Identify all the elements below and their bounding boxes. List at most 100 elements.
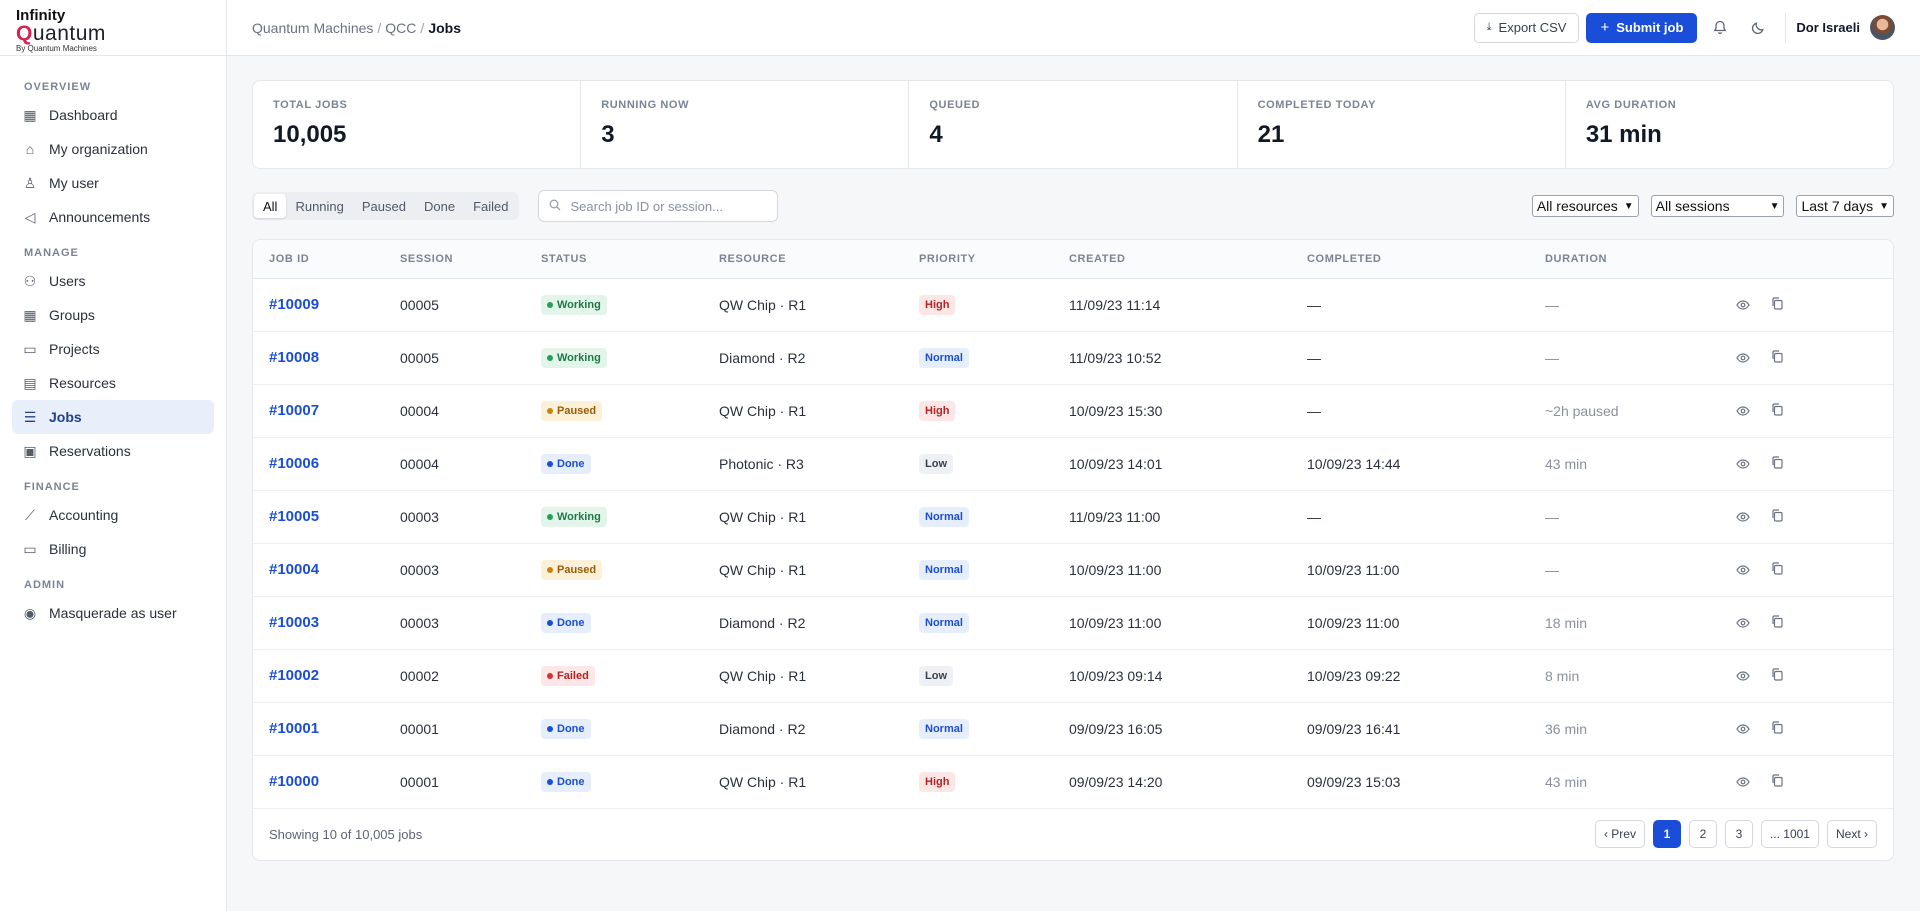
copy-icon[interactable] bbox=[1769, 296, 1785, 313]
top-header: Quantum Machines / QCC / Jobs ⤓ Export CSV + S… bbox=[227, 0, 1920, 56]
table-row[interactable]: #10001 00001 Done Diamond · R2 Normal 09/09/2… bbox=[253, 702, 1893, 756]
sidebar-item-my-organization[interactable]: ⌂ My organization bbox=[12, 132, 214, 166]
job-id-link[interactable]: #10000 bbox=[269, 773, 320, 790]
sessions-select[interactable]: All sessions ▼ bbox=[1650, 195, 1785, 217]
moon-icon[interactable] bbox=[1743, 13, 1773, 43]
status-label: Done bbox=[557, 457, 585, 470]
copy-icon[interactable] bbox=[1769, 667, 1785, 684]
sidebar-item-resources[interactable]: ▤ Resources bbox=[12, 366, 214, 400]
copy-icon[interactable] bbox=[1769, 508, 1785, 525]
eye-icon[interactable] bbox=[1735, 404, 1751, 419]
tab-paused[interactable]: Paused bbox=[361, 198, 406, 214]
session-cell: 00003 bbox=[400, 543, 541, 597]
priority-cell: Normal bbox=[919, 702, 1069, 756]
eye-icon[interactable] bbox=[1735, 510, 1751, 525]
priority-cell: High bbox=[919, 384, 1069, 438]
status-cell: Working bbox=[541, 278, 719, 332]
breadcrumb-qcc[interactable]: QCC bbox=[385, 19, 417, 36]
copy-icon[interactable] bbox=[1769, 349, 1785, 366]
copy-icon[interactable] bbox=[1769, 614, 1785, 631]
user-name[interactable]: Dor Israeli bbox=[1796, 20, 1860, 35]
job-id-link[interactable]: #10009 bbox=[269, 296, 320, 313]
job-id-link[interactable]: #10006 bbox=[269, 455, 320, 472]
breadcrumb-org[interactable]: Quantum Machines bbox=[252, 19, 374, 36]
page-button-next[interactable]: Next › bbox=[1826, 820, 1877, 848]
eye-icon[interactable] bbox=[1735, 351, 1751, 366]
job-id-link[interactable]: #10001 bbox=[269, 720, 320, 737]
resource-cell: Photonic · R3 bbox=[719, 437, 919, 491]
sidebar-item-jobs[interactable]: ☰ Jobs bbox=[12, 400, 214, 434]
table-row[interactable]: #10002 00002 Failed QW Chip · R1 Low 10/09/23… bbox=[253, 649, 1893, 703]
copy-icon[interactable] bbox=[1769, 455, 1785, 472]
submit-job-button[interactable]: + Submit job bbox=[1586, 12, 1698, 43]
table-row[interactable]: #10006 00004 Done Photonic · R3 Low 10/09/23 … bbox=[253, 437, 1893, 491]
bell-icon[interactable] bbox=[1705, 13, 1735, 43]
eye-icon[interactable] bbox=[1735, 775, 1751, 790]
copy-icon[interactable] bbox=[1769, 720, 1785, 737]
status-cell: Done bbox=[541, 437, 719, 491]
tab-failed[interactable]: Failed bbox=[473, 198, 509, 214]
sidebar-item-billing[interactable]: ▭ Billing bbox=[12, 532, 214, 566]
job-id-link[interactable]: #10002 bbox=[269, 667, 320, 684]
tab-all[interactable]: All bbox=[254, 194, 287, 218]
column-header-job-id[interactable]: JOB ID bbox=[253, 240, 400, 279]
job-id-link[interactable]: #10007 bbox=[269, 402, 320, 419]
copy-icon[interactable] bbox=[1769, 773, 1785, 790]
page-button-3[interactable]: 3 bbox=[1724, 820, 1753, 848]
status-badge: Paused bbox=[541, 400, 603, 421]
job-id-link[interactable]: #10003 bbox=[269, 614, 320, 631]
tab-done[interactable]: Done bbox=[423, 198, 456, 214]
sidebar-item-projects[interactable]: ▭ Projects bbox=[12, 332, 214, 366]
sidebar-item-groups[interactable]: ▦ Groups bbox=[12, 298, 214, 332]
search-input[interactable] bbox=[570, 198, 751, 214]
search-box[interactable] bbox=[538, 190, 779, 222]
tab-running[interactable]: Running bbox=[295, 198, 344, 214]
column-header-session[interactable]: SESSION bbox=[400, 240, 541, 279]
sidebar-item-announcements[interactable]: ◁ Announcements bbox=[12, 200, 214, 234]
date-range-select[interactable]: Last 7 days ▼ bbox=[1796, 195, 1894, 217]
table-row[interactable]: #10005 00003 Working QW Chip · R1 Normal 11/0… bbox=[253, 490, 1893, 544]
column-header-resource[interactable]: RESOURCE bbox=[719, 240, 919, 279]
resources-select[interactable]: All resources ▼ bbox=[1531, 195, 1639, 217]
column-header-priority[interactable]: PRIORITY bbox=[919, 240, 1069, 279]
eye-icon[interactable] bbox=[1735, 563, 1751, 578]
column-header-created[interactable]: CREATED bbox=[1069, 240, 1307, 279]
eye-icon[interactable] bbox=[1735, 616, 1751, 631]
sidebar-item-reservations[interactable]: ▣ Reservations bbox=[12, 434, 214, 468]
table-row[interactable]: #10007 00004 Paused QW Chip · R1 High 10/09/2… bbox=[253, 384, 1893, 438]
sidebar-item-dashboard[interactable]: ▦ Dashboard bbox=[12, 98, 214, 132]
page-button-prev[interactable]: ‹ Prev bbox=[1594, 820, 1645, 848]
table-row[interactable]: #10003 00003 Done Diamond · R2 Normal 10/09/2… bbox=[253, 596, 1893, 650]
table-row[interactable]: #10009 00005 Working QW Chip · R1 High 11/09/… bbox=[253, 278, 1893, 332]
job-id-link[interactable]: #10005 bbox=[269, 508, 320, 525]
job-id-link[interactable]: #10004 bbox=[269, 561, 320, 578]
status-dot bbox=[547, 619, 553, 626]
copy-icon[interactable] bbox=[1769, 402, 1785, 419]
table-row[interactable]: #10004 00003 Paused QW Chip · R1 Normal 10/09… bbox=[253, 543, 1893, 597]
avatar[interactable] bbox=[1870, 15, 1895, 40]
page-button-1[interactable]: 1 bbox=[1652, 820, 1681, 848]
sidebar-item-accounting[interactable]: ⟋ Accounting bbox=[12, 498, 214, 532]
table-row[interactable]: #10000 00001 Done QW Chip · R1 High 09/09/23 … bbox=[253, 755, 1893, 809]
eye-icon[interactable] bbox=[1735, 722, 1751, 737]
date-range-select-value: Last 7 days bbox=[1801, 198, 1874, 214]
eye-icon[interactable] bbox=[1735, 298, 1751, 313]
copy-icon[interactable] bbox=[1769, 561, 1785, 578]
sidebar-item-users[interactable]: ⚇ Users bbox=[12, 264, 214, 298]
column-header-status[interactable]: STATUS bbox=[541, 240, 719, 279]
export-csv-button[interactable]: ⤓ Export CSV bbox=[1473, 12, 1580, 43]
app-logo[interactable]: Infinity Quantum By Quantum Machines bbox=[0, 0, 226, 56]
eye-icon[interactable] bbox=[1735, 457, 1751, 472]
duration-cell: — bbox=[1545, 490, 1735, 544]
filters-bar: All Running Paused Done Failed All resources… bbox=[252, 190, 1894, 222]
job-id-link[interactable]: #10008 bbox=[269, 349, 320, 366]
column-header-completed[interactable]: COMPLETED bbox=[1307, 240, 1545, 279]
page-button-1001[interactable]: ... 1001 bbox=[1760, 820, 1819, 848]
table-row[interactable]: #10008 00005 Working Diamond · R2 Normal 11/0… bbox=[253, 331, 1893, 385]
sidebar-item-my-user[interactable]: ♙ My user bbox=[12, 166, 214, 200]
sidebar-item-masquerade-as-user[interactable]: ◉ Masquerade as user bbox=[12, 596, 214, 630]
column-header-duration[interactable]: DURATION bbox=[1545, 240, 1735, 279]
logo-line1: Infinity bbox=[16, 7, 66, 24]
eye-icon[interactable] bbox=[1735, 669, 1751, 684]
page-button-2[interactable]: 2 bbox=[1688, 820, 1717, 848]
